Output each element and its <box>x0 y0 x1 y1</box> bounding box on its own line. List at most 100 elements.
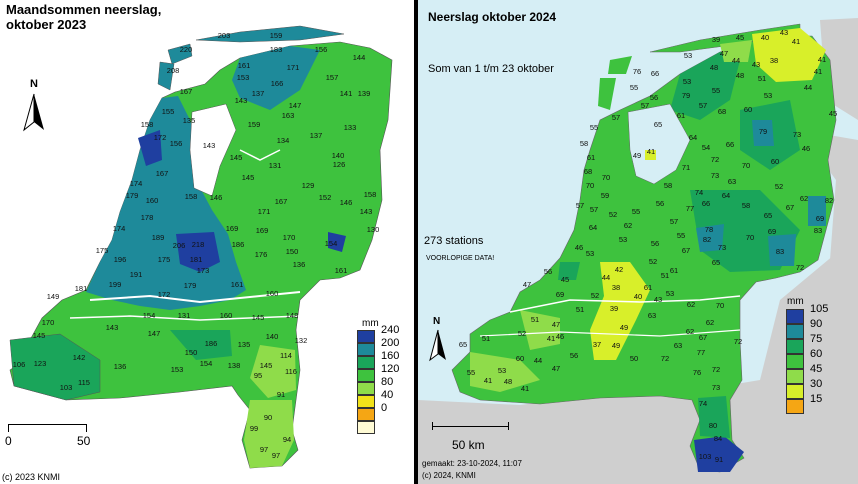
right-station-value: 76 <box>693 368 701 377</box>
left-legend-label: 120 <box>381 363 400 375</box>
right-station-value: 54 <box>702 143 710 152</box>
left-station-value: 135 <box>183 116 196 125</box>
right-stations-count: 273 stations <box>424 235 484 247</box>
right-station-value: 62 <box>624 221 632 230</box>
right-station-value: 39 <box>610 304 618 313</box>
left-station-value: 206 <box>173 241 186 250</box>
left-station-value: 196 <box>114 255 127 264</box>
left-station-value: 161 <box>238 61 251 70</box>
right-station-value: 44 <box>534 356 542 365</box>
right-station-value: 44 <box>602 273 610 282</box>
left-station-value: 174 <box>130 179 143 188</box>
left-station-value: 132 <box>295 336 308 345</box>
left-station-value: 133 <box>344 123 357 132</box>
left-station-value: 167 <box>275 197 288 206</box>
right-station-value: 83 <box>814 226 822 235</box>
right-station-value: 83 <box>776 247 784 256</box>
right-station-value: 52 <box>591 291 599 300</box>
left-station-value: 157 <box>326 73 339 82</box>
left-netherlands-map <box>9 25 393 469</box>
right-station-value: 48 <box>710 63 718 72</box>
left-station-value: 145 <box>242 173 255 182</box>
right-station-value: 46 <box>556 332 564 341</box>
right-station-value: 41 <box>484 376 492 385</box>
right-station-value: 66 <box>702 199 710 208</box>
left-station-value: 134 <box>277 136 290 145</box>
right-map-panel: 39 45 40 41 43 47 44 43 38 41 53 48 48 51 41 76 66 53 55 53… <box>418 0 858 484</box>
right-legend-label: 60 <box>810 348 823 360</box>
right-station-value: 51 <box>661 271 669 280</box>
left-station-value: 95 <box>254 371 262 380</box>
left-station-value: 141 <box>340 89 353 98</box>
left-station-value: 181 <box>190 255 203 264</box>
left-station-value: 181 <box>75 284 88 293</box>
right-station-value: 51 <box>531 315 539 324</box>
right-legend-swatch <box>786 324 804 339</box>
left-station-value: 145 <box>260 361 273 370</box>
right-station-value: 38 <box>770 56 778 65</box>
right-station-value: 41 <box>521 384 529 393</box>
right-station-value: 41 <box>818 55 826 64</box>
right-station-value: 70 <box>586 181 594 190</box>
left-station-value: 97 <box>260 445 268 454</box>
right-station-value: 66 <box>651 69 659 78</box>
right-station-value: 50 <box>630 354 638 363</box>
right-station-value: 84 <box>714 434 722 443</box>
left-legend-swatch <box>357 330 375 343</box>
left-legend-unit: mm <box>362 318 379 329</box>
right-station-value: 82 <box>825 196 833 205</box>
left-station-value: 169 <box>226 224 239 233</box>
right-station-value: 41 <box>547 334 555 343</box>
left-legend-label: 0 <box>381 402 388 414</box>
left-station-value: 137 <box>310 131 323 140</box>
right-legend-swatch <box>786 309 804 324</box>
right-station-value: 46 <box>802 144 810 153</box>
right-station-value: 61 <box>587 153 595 162</box>
left-legend-label: 80 <box>381 376 394 388</box>
left-station-value: 143 <box>203 141 216 150</box>
right-station-value: 65 <box>712 258 720 267</box>
left-station-value: 156 <box>315 45 328 54</box>
left-station-value: 140 <box>332 151 345 160</box>
left-station-value: 172 <box>158 290 171 299</box>
right-made-date: gemaakt: 23-10-2024, 11:07 <box>422 459 522 468</box>
right-station-value: 56 <box>544 267 552 276</box>
left-station-value: 136 <box>293 260 306 269</box>
right-station-value: 79 <box>682 91 690 100</box>
right-station-value: 64 <box>689 133 697 142</box>
left-station-value: 137 <box>252 89 265 98</box>
left-station-value: 126 <box>333 160 346 169</box>
right-north-arrow: N <box>428 316 458 366</box>
left-station-value: 169 <box>256 226 269 235</box>
right-station-value: 103 <box>699 452 712 461</box>
right-station-value: 74 <box>695 188 703 197</box>
left-legend-swatch <box>357 343 375 356</box>
right-legend-swatch <box>786 339 804 354</box>
right-station-value: 47 <box>552 364 560 373</box>
right-station-value: 41 <box>814 67 822 76</box>
right-legend-label: 105 <box>810 303 829 315</box>
right-station-value: 53 <box>764 91 772 100</box>
right-station-value: 60 <box>516 354 524 363</box>
left-north-label: N <box>30 78 38 90</box>
right-legend-swatch <box>786 369 804 384</box>
right-station-value: 64 <box>589 223 597 232</box>
right-station-value: 61 <box>677 111 685 120</box>
left-station-value: 152 <box>319 193 332 202</box>
left-legend-label: 200 <box>381 337 400 349</box>
left-station-value: 147 <box>289 101 302 110</box>
right-scale-label: 50 km <box>452 438 485 452</box>
left-station-value: 161 <box>231 280 244 289</box>
left-station-value: 144 <box>353 53 366 62</box>
left-station-value: 166 <box>271 79 284 88</box>
right-station-value: 39 <box>712 35 720 44</box>
right-station-value: 55 <box>632 207 640 216</box>
left-station-value: 186 <box>232 240 245 249</box>
left-station-value: 174 <box>113 224 126 233</box>
right-station-value: 72 <box>796 263 804 272</box>
left-legend-label: 240 <box>381 324 400 336</box>
right-legend-swatch <box>786 384 804 399</box>
right-legend-swatch <box>786 354 804 369</box>
left-station-value: 123 <box>34 359 47 368</box>
right-station-value: 49 <box>633 151 641 160</box>
